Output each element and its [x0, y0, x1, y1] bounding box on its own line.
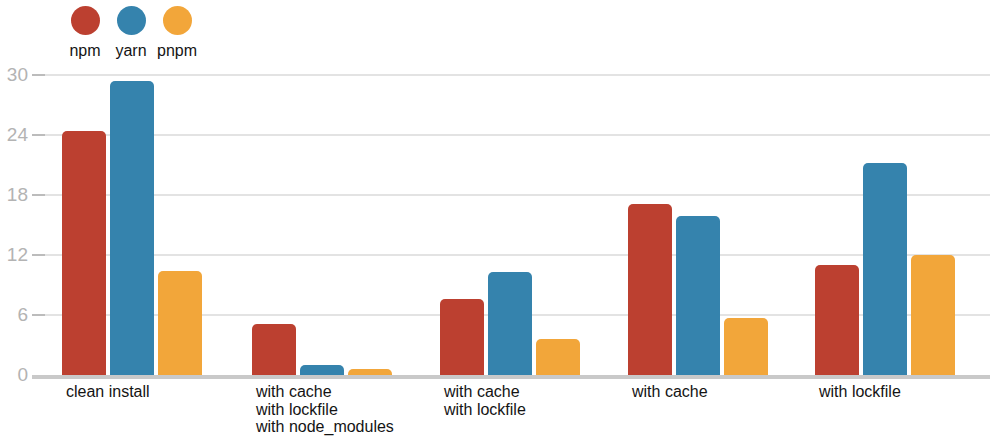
bar-npm-group4	[628, 204, 672, 375]
category-label-line: with lockfile	[819, 383, 901, 401]
y-axis: 0612182430	[0, 75, 28, 379]
bar-yarn-group3	[488, 272, 532, 375]
plot-area	[32, 75, 990, 379]
bar-pnpm-group3	[536, 339, 580, 375]
bar-group-4	[628, 204, 768, 375]
y-tick-12	[32, 254, 45, 256]
package-manager-benchmark-chart: npmyarnpnpm 0612182430 clean installwith…	[0, 0, 1007, 437]
legend-item-yarn: yarn	[110, 6, 152, 60]
category-label-3: with cachewith lockfile	[444, 383, 526, 418]
x-axis: clean installwith cachewith lockfilewith…	[0, 383, 1007, 437]
category-label-2: with cachewith lockfilewith node_modules	[256, 383, 394, 436]
y-tick-label-30: 30	[7, 64, 28, 86]
category-label-line: with node_modules	[256, 418, 394, 436]
bar-pnpm-group2	[348, 369, 392, 375]
bar-pnpm-group5	[911, 255, 955, 375]
category-label-line: with lockfile	[256, 401, 394, 419]
category-label-line: clean install	[66, 383, 150, 401]
bar-npm-group1	[62, 131, 106, 375]
y-tick-label-12: 12	[7, 244, 28, 266]
legend-label-pnpm: pnpm	[157, 42, 197, 60]
y-tick-24	[32, 134, 45, 136]
chart-legend: npmyarn pnpm	[64, 6, 198, 60]
bar-group-5	[815, 163, 955, 375]
y-tick-label-18: 18	[7, 184, 28, 206]
legend-swatch-npm-icon	[71, 6, 100, 35]
x-baseline	[32, 375, 990, 379]
bar-group-1	[62, 81, 202, 375]
bar-pnpm-group4	[724, 318, 768, 375]
y-tick-18	[32, 194, 45, 196]
category-label-line: with lockfile	[444, 401, 526, 419]
category-label-line: with cache	[632, 383, 708, 401]
gridline-30	[32, 74, 990, 76]
bar-npm-group3	[440, 299, 484, 375]
bar-npm-group2	[252, 324, 296, 375]
bar-yarn-group4	[676, 216, 720, 375]
bar-pnpm-group1	[158, 271, 202, 375]
legend-item-pnpm: pnpm	[156, 6, 198, 60]
bar-group-3	[440, 272, 580, 375]
bar-yarn-group2	[300, 365, 344, 375]
y-tick-30	[32, 74, 45, 76]
category-label-4: with cache	[632, 383, 708, 401]
category-label-1: clean install	[66, 383, 150, 401]
category-label-line: with cache	[256, 383, 394, 401]
y-tick-label-24: 24	[7, 124, 28, 146]
legend-item-npm: npm	[64, 6, 106, 60]
legend-swatch-pnpm-icon	[163, 6, 192, 35]
category-label-line: with cache	[444, 383, 526, 401]
y-tick-label-6: 6	[17, 304, 28, 326]
legend-label-yarn: yarn	[115, 42, 146, 60]
bar-yarn-group1	[110, 81, 154, 375]
y-tick-6	[32, 314, 45, 316]
legend-swatch-yarn-icon	[117, 6, 146, 35]
bar-yarn-group5	[863, 163, 907, 375]
legend-label-npm: npm	[69, 42, 100, 60]
bar-npm-group5	[815, 265, 859, 375]
category-label-5: with lockfile	[819, 383, 901, 401]
bar-group-2	[252, 324, 392, 375]
